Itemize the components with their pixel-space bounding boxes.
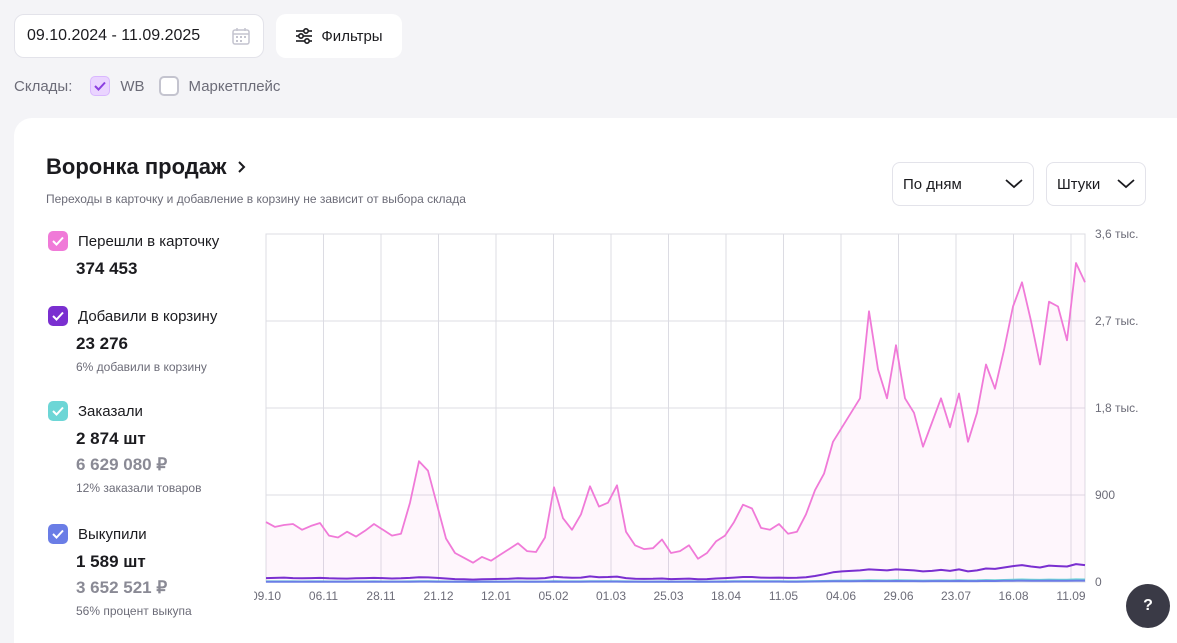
legend-value: 2 874 шт <box>76 429 146 448</box>
units-select-value: Штуки <box>1057 175 1101 193</box>
legend-checkbox-orders[interactable] <box>48 401 68 421</box>
check-icon <box>52 529 64 539</box>
date-range-picker[interactable]: 09.10.2024 - 11.09.2025 <box>14 14 264 58</box>
legend-value: 374 453 <box>76 259 138 278</box>
legend-label: Заказали <box>78 402 143 420</box>
y-tick-label: 3,6 тыс. <box>1095 228 1138 241</box>
y-tick-label: 1,8 тыс. <box>1095 401 1138 415</box>
y-tick-label: 0 <box>1095 575 1102 589</box>
x-tick-label: 21.12 <box>423 589 453 603</box>
x-tick-label: 18.04 <box>711 589 741 603</box>
help-button[interactable]: ? <box>1126 584 1170 628</box>
legend-value: 1 589 шт <box>76 552 146 571</box>
x-tick-label: 05.02 <box>538 589 568 603</box>
card-title[interactable]: Воронка продаж <box>46 154 247 180</box>
help-label: ? <box>1143 597 1153 614</box>
check-icon <box>52 406 64 416</box>
check-icon <box>52 311 64 321</box>
chevron-right-icon <box>237 161 245 173</box>
warehouses-row: Склады: WB Маркетплейс <box>14 74 280 98</box>
legend-note: 6% добавили в корзину <box>76 360 207 374</box>
x-tick-label: 25.03 <box>653 589 683 603</box>
legend-note: 12% заказали товаров <box>76 481 202 495</box>
x-tick-label: 09.10 <box>254 589 281 603</box>
date-range-text: 09.10.2024 - 11.09.2025 <box>27 27 201 44</box>
x-tick-label: 12.01 <box>481 589 511 603</box>
series-line-3 <box>266 579 1085 583</box>
sales-funnel-card: Воронка продаж Переходы в карточку и доб… <box>14 118 1177 643</box>
series-line-0 <box>265 262 1086 564</box>
units-select[interactable]: Штуки <box>1046 162 1146 206</box>
legend-item-card-views: Перешли в карточку 374 453 <box>48 231 219 279</box>
legend-checkbox-buyouts[interactable] <box>48 524 68 544</box>
legend-item-orders: Заказали 2 874 шт 6 629 080 ₽ 12% заказа… <box>48 401 201 495</box>
y-tick-label: 900 <box>1095 488 1115 502</box>
wb-label: WB <box>120 77 145 95</box>
filters-label: Фильтры <box>321 27 383 45</box>
legend-label: Добавили в корзину <box>78 307 218 325</box>
filters-button[interactable]: Фильтры <box>276 14 402 58</box>
wb-checkbox[interactable] <box>90 76 111 96</box>
legend-item-add-to-cart: Добавили в корзину 23 276 6% добавили в … <box>48 306 217 374</box>
period-select-value: По дням <box>903 175 962 193</box>
x-tick-label: 23.07 <box>941 589 971 603</box>
legend-checkbox-card-views[interactable] <box>48 231 68 251</box>
x-tick-label: 04.06 <box>826 589 856 603</box>
x-tick-label: 29.06 <box>883 589 913 603</box>
warehouses-label: Склады: <box>14 77 73 95</box>
legend-item-buyouts: Выкупили 1 589 шт 3 652 521 ₽ 56% процен… <box>48 524 192 618</box>
marketplace-checkbox[interactable] <box>158 76 179 96</box>
card-title-text: Воронка продаж <box>46 154 227 179</box>
chevron-down-icon <box>1117 179 1135 189</box>
legend-note: 56% процент выкупа <box>76 604 192 618</box>
legend-money: 3 652 521 ₽ <box>76 578 168 597</box>
check-icon <box>94 81 107 91</box>
check-icon <box>52 236 64 246</box>
x-tick-label: 01.03 <box>596 589 626 603</box>
legend-value: 23 276 <box>76 334 128 353</box>
marketplace-label: Маркетплейс <box>188 77 281 95</box>
period-select[interactable]: По дням <box>892 162 1034 206</box>
sliders-icon <box>296 28 313 44</box>
chevron-down-icon <box>1005 179 1023 189</box>
calendar-icon <box>232 28 250 45</box>
legend-checkbox-add-to-cart[interactable] <box>48 306 68 326</box>
series-area-0 <box>266 263 1085 582</box>
x-tick-label: 16.08 <box>998 589 1028 603</box>
legend-money: 6 629 080 ₽ <box>76 455 168 474</box>
legend-label: Выкупили <box>78 525 147 543</box>
funnel-line-chart[interactable]: 0 900 1,8 тыс. 2,7 тыс. 3,6 тыс. 09.10 06.11 28… <box>254 228 1154 608</box>
y-tick-label: 2,7 тыс. <box>1095 314 1138 328</box>
x-tick-label: 06.11 <box>309 589 338 603</box>
legend-label: Перешли в карточку <box>78 232 220 250</box>
x-tick-label: 11.09 <box>1056 589 1085 603</box>
x-tick-label: 11.05 <box>769 589 798 603</box>
x-tick-label: 28.11 <box>366 589 395 603</box>
card-subtitle: Переходы в карточку и добавление в корзи… <box>46 192 466 206</box>
series-line-1 <box>265 563 1086 581</box>
